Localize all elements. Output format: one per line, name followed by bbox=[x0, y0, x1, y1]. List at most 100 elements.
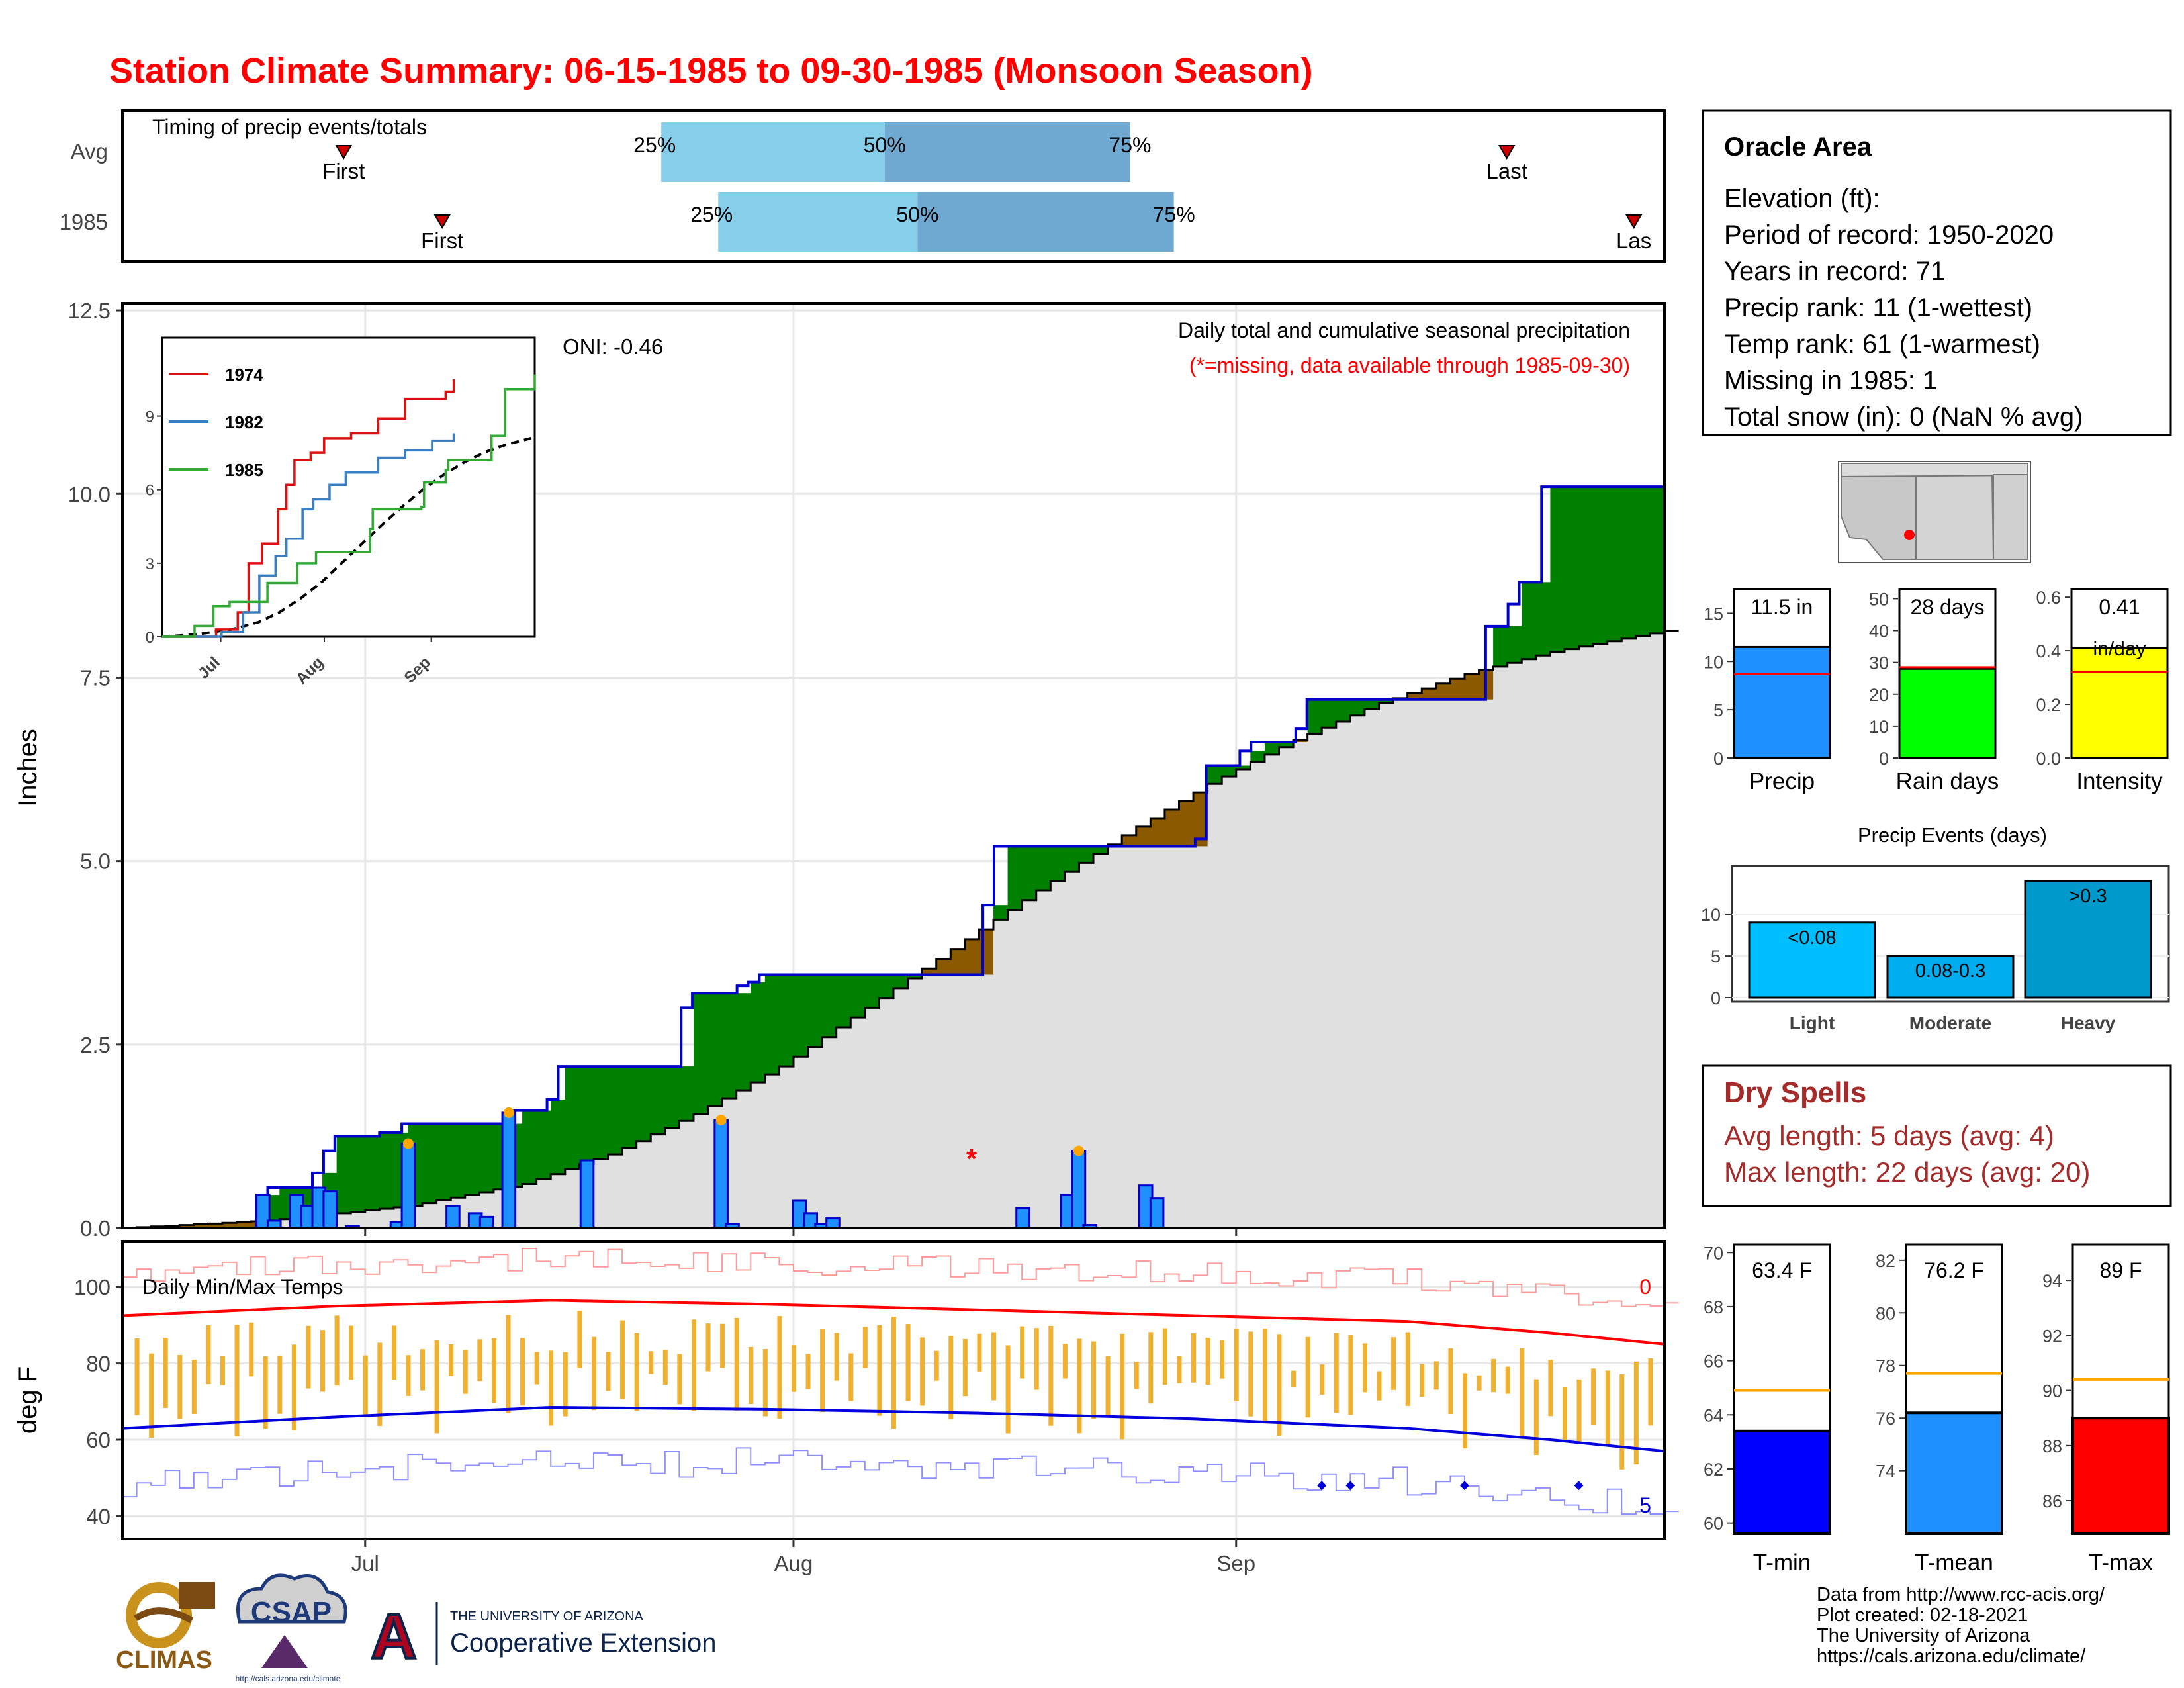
daily-temp-range-bar bbox=[149, 1353, 154, 1438]
avg-cumulative-area bbox=[1250, 761, 1265, 1228]
daily-temp-range-bar bbox=[962, 1338, 968, 1397]
daily-temp-range-bar bbox=[1377, 1371, 1382, 1401]
daily-temp-range-bar bbox=[306, 1325, 311, 1389]
daily-precip-bar bbox=[825, 1217, 841, 1229]
station-name: Oracle Area bbox=[1724, 132, 1872, 162]
climas-logo-swoosh bbox=[134, 1607, 194, 1624]
precip-event-bar-label: >0.3 bbox=[2069, 886, 2107, 907]
daily-temp-range-bar bbox=[1062, 1344, 1068, 1379]
above-avg-area bbox=[751, 982, 766, 1083]
inset-avg-line bbox=[161, 436, 532, 638]
daily-temp-range-bar bbox=[349, 1325, 354, 1380]
avg-cumulative-area bbox=[936, 974, 951, 1228]
inset-legend-label: 1974 bbox=[225, 365, 263, 385]
daily-temp-range-bar bbox=[649, 1351, 654, 1374]
above-avg-area bbox=[793, 974, 809, 1057]
precip-y-tick-label: 7.5 bbox=[80, 665, 111, 690]
avg-cumulative-area bbox=[1650, 633, 1665, 1228]
above-avg-area bbox=[1207, 765, 1222, 784]
daily-temp-range-bar bbox=[948, 1336, 954, 1420]
summary-bar-value-label: 28 days bbox=[1910, 595, 1984, 619]
footer-credit-line: https://cals.arizona.edu/climate/ bbox=[1817, 1646, 2086, 1667]
avg-cumulative-area bbox=[1293, 742, 1308, 1228]
summary-y-tick-label: 0 bbox=[1879, 749, 1889, 769]
daily-temp-range-bar bbox=[1305, 1336, 1310, 1418]
avg-cumulative-area bbox=[850, 1017, 866, 1228]
daily-temp-range-bar bbox=[534, 1352, 539, 1385]
above-avg-area bbox=[565, 1066, 580, 1170]
avg-cumulative-area bbox=[1336, 721, 1351, 1228]
avg-cumulative-area bbox=[1207, 784, 1222, 1228]
timing-marker-label: First bbox=[322, 159, 365, 183]
footer: Data from http://www.rcc-acis.org/Plot c… bbox=[116, 1573, 2105, 1683]
avg-cumulative-area bbox=[1193, 846, 1208, 1228]
temp-y-tick-label: 40 bbox=[86, 1504, 111, 1528]
above-avg-area bbox=[1522, 582, 1537, 659]
precip-events-title: Precip Events (days) bbox=[1858, 823, 2047, 847]
daily-temp-range-bar bbox=[1462, 1373, 1467, 1449]
avg-cumulative-area bbox=[651, 1134, 666, 1228]
above-avg-area bbox=[1264, 742, 1279, 755]
ua-logo-line-2: Cooperative Extension bbox=[450, 1628, 716, 1658]
temp-summary-y-tick-label: 82 bbox=[1876, 1251, 1895, 1271]
avg-cumulative-area bbox=[522, 1184, 537, 1228]
daily-temp-range-bar bbox=[1448, 1348, 1453, 1415]
daily-temp-range-bar bbox=[606, 1352, 611, 1391]
avg-cumulative-line bbox=[122, 630, 1679, 1229]
below-avg-area bbox=[193, 1224, 208, 1228]
timing-marker-icon bbox=[1498, 145, 1516, 160]
avg-cumulative-area bbox=[608, 1154, 623, 1228]
daily-precip-bar bbox=[713, 1119, 729, 1229]
temp-summary-y-tick-label: 60 bbox=[1704, 1514, 1723, 1534]
timing-iqr-low-bar bbox=[718, 192, 918, 252]
daily-temp-range-bar bbox=[591, 1336, 596, 1411]
below-avg-area bbox=[1136, 826, 1151, 847]
above-avg-area bbox=[551, 1099, 566, 1174]
daily-precip-bar bbox=[478, 1215, 494, 1229]
daily-temp-range-bar bbox=[191, 1360, 197, 1414]
record-low-line bbox=[122, 1447, 1679, 1515]
precip-event-bar-label: 0.08-0.3 bbox=[1915, 961, 1985, 982]
temp-summary-value-label: 76.2 F bbox=[1924, 1258, 1984, 1282]
inset-frame bbox=[161, 336, 536, 638]
avg-cumulative-area bbox=[736, 1090, 751, 1228]
avg-cumulative-area bbox=[636, 1141, 651, 1228]
avg-cumulative-area bbox=[1450, 699, 1465, 1228]
summary-bar-value bbox=[1898, 667, 1997, 759]
daily-temp-range-bar bbox=[1520, 1348, 1525, 1438]
above-avg-area bbox=[522, 1110, 537, 1184]
daily-temp-range-bar bbox=[1548, 1360, 1553, 1417]
temp-summary-bar bbox=[2071, 1417, 2170, 1535]
temp-summary-y-tick-label: 74 bbox=[1876, 1462, 1895, 1481]
daily-temp-range-bar bbox=[762, 1348, 768, 1417]
heavy-event-marker bbox=[402, 1138, 414, 1149]
avg-cumulative-area bbox=[1635, 635, 1651, 1228]
summary-y-tick-label: 20 bbox=[1869, 685, 1889, 705]
csap-logo-url: http://cals.arizona.edu/climate bbox=[236, 1674, 341, 1683]
avg-cumulative-area bbox=[1522, 659, 1537, 1228]
summary-bar-value bbox=[2070, 647, 2169, 759]
daily-temp-range-bar bbox=[1005, 1345, 1011, 1434]
timing-iqr-high-bar bbox=[917, 192, 1174, 252]
timing-p50-label: 50% bbox=[896, 203, 938, 226]
summary-bar-label: Precip bbox=[1749, 769, 1815, 794]
avg-cumulative-area bbox=[664, 1127, 680, 1228]
avg-cumulative-area bbox=[893, 988, 909, 1228]
footer-credit-line: Data from http://www.rcc-acis.org/ bbox=[1817, 1584, 2105, 1605]
precip-y-tick-label: 12.5 bbox=[68, 299, 111, 323]
daily-temp-range-bar bbox=[277, 1355, 283, 1414]
daily-temp-range-bar bbox=[1048, 1325, 1054, 1426]
csap-logo-text: CSAP bbox=[251, 1596, 332, 1628]
above-avg-area bbox=[1578, 487, 1594, 647]
daily-precip-bar bbox=[400, 1142, 416, 1229]
temp-y-tick-label: 60 bbox=[86, 1428, 111, 1452]
below-avg-area bbox=[1293, 739, 1308, 743]
timing-label: Timing of precip events/totals bbox=[152, 115, 427, 139]
below-avg-area bbox=[936, 959, 951, 975]
daily-temp-range-bar bbox=[862, 1327, 868, 1368]
above-avg-area bbox=[622, 1066, 637, 1148]
daily-temp-range-bar bbox=[334, 1315, 340, 1386]
above-avg-area bbox=[836, 974, 851, 1027]
